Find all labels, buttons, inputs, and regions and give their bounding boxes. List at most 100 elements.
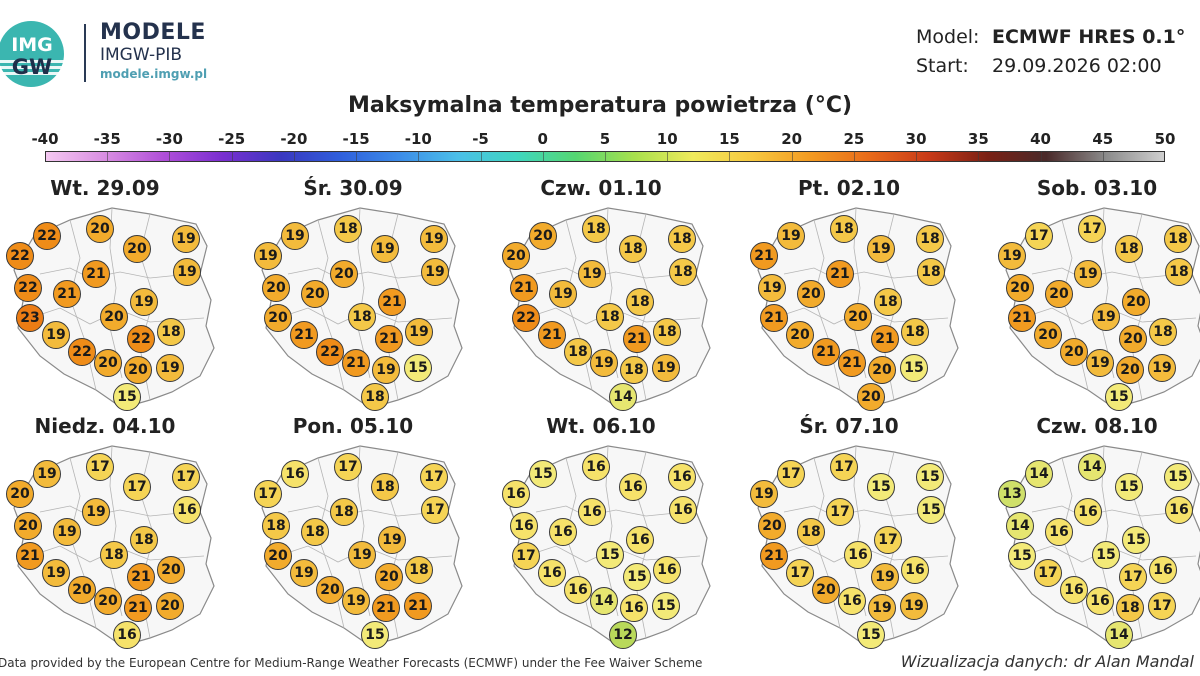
colorbar-gridline [107, 151, 109, 162]
temperature-marker: 19 [1092, 303, 1120, 331]
temperature-marker: 22 [33, 222, 61, 250]
author-credit: Wizualizacja danych: dr Alan Mandal [900, 652, 1194, 671]
day-label: Śr. 07.10 [799, 414, 899, 438]
temperature-marker: 17 [334, 453, 362, 481]
temperature-marker: 18 [668, 225, 696, 253]
temperature-marker: 20 [262, 274, 290, 302]
temperature-marker: 16 [113, 621, 141, 649]
temperature-marker: 18 [901, 318, 929, 346]
day-label: Czw. 08.10 [1036, 414, 1158, 438]
temperature-marker: 16 [619, 473, 647, 501]
temperature-marker: 17 [1034, 559, 1062, 587]
logo-text-top: IMG [11, 34, 53, 56]
temperature-marker: 20 [68, 576, 96, 604]
colorbar-tick-label: 40 [1030, 130, 1051, 148]
start-value: 29.09.2026 02:00 [992, 55, 1162, 77]
temperature-marker: 20 [502, 242, 530, 270]
temperature-marker: 19 [254, 242, 282, 270]
temperature-marker: 17 [123, 473, 151, 501]
temperature-marker: 20 [375, 563, 403, 591]
temperature-marker: 18 [100, 541, 128, 569]
temperature-marker: 15 [529, 460, 557, 488]
temperature-marker: 16 [668, 463, 696, 491]
temperature-marker: 20 [529, 222, 557, 250]
temperature-marker: 18 [1165, 258, 1193, 286]
temperature-marker: 16 [510, 512, 538, 540]
temperature-marker: 17 [777, 460, 805, 488]
colorbar-tick-label: -15 [342, 130, 370, 148]
temperature-marker: 19 [868, 594, 896, 622]
temperature-marker: 20 [758, 512, 786, 540]
temperature-marker: 18 [157, 318, 185, 346]
temperature-marker: 18 [874, 288, 902, 316]
temperature-marker: 21 [342, 349, 370, 377]
colorbar-gridline [356, 151, 358, 162]
colorbar-tick-label: 10 [656, 130, 678, 148]
temperature-marker: 21 [375, 325, 403, 353]
temperature-marker: 15 [113, 383, 141, 411]
temperature-marker: 19 [371, 235, 399, 263]
temperature-marker: 20 [94, 349, 122, 377]
forecast-panel: Niedz. 04.10 19 17 20 17 17 16 20 19 19 18 21 18 19 20… [0, 414, 240, 676]
colorbar-tick-label: -10 [404, 130, 432, 148]
temperature-marker: 16 [1149, 556, 1177, 584]
temperature-marker: 19 [750, 480, 778, 508]
temperature-marker: 18 [653, 318, 681, 346]
colorbar-gridline [542, 151, 544, 162]
temperature-marker: 16 [564, 576, 592, 604]
colorbar-gridline [916, 151, 918, 162]
temperature-marker: 15 [596, 541, 624, 569]
temperature-marker: 20 [264, 304, 292, 332]
temperature-marker: 19 [998, 242, 1026, 270]
temperature-marker: 19 [777, 222, 805, 250]
temperature-marker: 14 [1025, 460, 1053, 488]
temperature-marker: 18 [797, 518, 825, 546]
forecast-panel: Pon. 05.10 16 17 17 18 17 17 18 18 18 19 20 19 19 18 20… [248, 414, 488, 676]
temperature-marker: 17 [1078, 215, 1106, 243]
temperature-marker: 15 [404, 354, 432, 382]
temperature-marker: 21 [838, 349, 866, 377]
temperature-marker: 19 [42, 321, 70, 349]
colorbar-gridline [293, 151, 295, 162]
temperature-marker: 21 [760, 542, 788, 570]
temperature-marker: 17 [874, 526, 902, 554]
temperature-marker: 14 [609, 383, 637, 411]
colorbar-gridline [729, 151, 731, 162]
temperature-marker: 18 [669, 258, 697, 286]
temperature-marker: 20 [868, 356, 896, 384]
map-title: Maksymalna temperatura powietrza (°C) [347, 93, 853, 118]
temperature-marker: 14 [1006, 512, 1034, 540]
temperature-marker: 15 [857, 621, 885, 649]
temperature-marker: 21 [372, 594, 400, 622]
temperature-marker: 16 [844, 541, 872, 569]
temperature-marker: 18 [330, 498, 358, 526]
colorbar-gridline [667, 151, 669, 162]
temperature-marker: 22 [127, 325, 155, 353]
temperature-marker: 22 [6, 242, 34, 270]
forecast-panel: Wt. 29.09 22 20 22 20 19 19 22 21 21 19 23 20 19 18 22 2… [0, 176, 240, 438]
forecast-panel: Śr. 07.10 17 17 19 15 15 15 20 17 18 17 21 16 17 16 20 1… [744, 414, 984, 676]
temperature-marker: 18 [620, 356, 648, 384]
temperature-marker: 22 [14, 274, 42, 302]
temperature-marker: 12 [609, 621, 637, 649]
temperature-marker: 17 [1148, 592, 1176, 620]
temperature-marker: 20 [1060, 338, 1088, 366]
model-label: Model: [916, 26, 980, 48]
forecast-panel: Śr. 30.09 19 18 19 19 19 19 20 20 20 21 20 18 21 19 22 2… [248, 176, 488, 438]
temperature-marker: 20 [156, 592, 184, 620]
brand-url[interactable]: modele.imgw.pl [100, 67, 208, 81]
brand-title: MODELE [100, 20, 206, 45]
temperature-marker: 20 [157, 556, 185, 584]
temperature-marker: 15 [1122, 526, 1150, 554]
temperature-marker: 18 [361, 383, 389, 411]
temperature-marker: 19 [871, 563, 899, 591]
temperature-marker: 15 [652, 592, 680, 620]
colorbar-gridline [1040, 151, 1042, 162]
temperature-marker: 16 [173, 496, 201, 524]
colorbar-tick-label: -5 [472, 130, 489, 148]
temperature-marker: 21 [510, 274, 538, 302]
temperature-marker: 17 [1119, 563, 1147, 591]
temperature-marker: 15 [867, 473, 895, 501]
temperature-marker: 16 [620, 594, 648, 622]
forecast-panel: Sob. 03.10 17 17 19 18 18 18 20 19 20 20 21 19 20 18 20… [992, 176, 1200, 438]
